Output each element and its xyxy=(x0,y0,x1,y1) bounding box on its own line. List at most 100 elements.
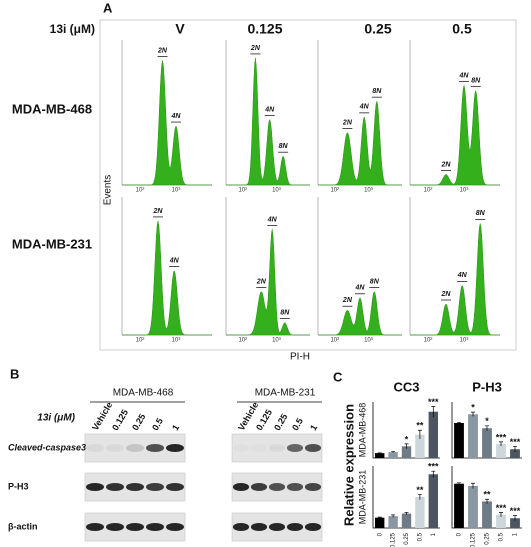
error-bar xyxy=(391,514,396,518)
band xyxy=(286,523,304,531)
bar xyxy=(454,483,464,528)
peak-label: 2N xyxy=(250,45,261,52)
band xyxy=(304,444,322,452)
x-tick-label: 0.125 xyxy=(391,532,397,547)
band xyxy=(126,483,144,491)
band xyxy=(268,523,286,531)
bar xyxy=(510,449,520,458)
band xyxy=(146,444,164,452)
x-tick-label: 10³ xyxy=(460,338,469,344)
bar xyxy=(388,452,398,458)
x-tick-label: 10³ xyxy=(460,188,469,194)
x-tick-label: 10² xyxy=(424,338,433,344)
x-tick-label: 10² xyxy=(136,188,145,194)
peak-label: 8N xyxy=(280,309,290,316)
band xyxy=(86,444,104,452)
band xyxy=(232,483,250,491)
y-axis-label: Events xyxy=(103,175,114,206)
x-tick-label: 10³ xyxy=(272,188,281,194)
peak-label: 2N xyxy=(342,119,353,126)
error-bar xyxy=(513,446,517,453)
peak-label: 4N xyxy=(169,257,180,264)
peak-label: 2N xyxy=(157,47,168,54)
band xyxy=(166,483,184,491)
histogram xyxy=(410,85,500,186)
error-bar xyxy=(485,498,489,504)
column-header: 0.125 xyxy=(247,21,282,37)
panel-label: C xyxy=(333,369,343,384)
cell-line-label: MDA-MB-231 xyxy=(255,388,316,399)
band xyxy=(304,523,322,531)
x-tick-label: 10² xyxy=(330,338,339,344)
peak-label: 4N xyxy=(355,285,366,292)
bar xyxy=(401,446,412,458)
treatment-label: 13i (μM) xyxy=(37,413,75,424)
peak-label: 2N xyxy=(256,278,267,285)
peak-label: 8N xyxy=(370,278,380,285)
histogram xyxy=(226,57,310,186)
lane-label: 0.5 xyxy=(150,416,165,432)
peak-label: 4N xyxy=(459,72,470,79)
peak-label: 4N xyxy=(264,106,275,113)
error-bar xyxy=(404,443,409,449)
error-bar xyxy=(431,470,436,478)
bar xyxy=(415,434,425,458)
band xyxy=(146,523,164,531)
x-axis-label: PI-H xyxy=(290,352,310,363)
row-label: MDA-MB-231 xyxy=(12,236,92,251)
band xyxy=(86,523,104,531)
peak-label: 4N xyxy=(457,272,468,279)
error-bar xyxy=(485,425,489,431)
significance: ** xyxy=(416,421,424,431)
bar xyxy=(401,513,412,528)
band xyxy=(286,483,304,491)
lane-label: 1 xyxy=(170,423,181,432)
x-tick-label: 10³ xyxy=(172,188,181,194)
error-bar xyxy=(404,511,409,515)
error-bar xyxy=(471,482,475,489)
lane-label: 0.25 xyxy=(130,412,147,432)
panel-label: B xyxy=(10,366,19,381)
x-tick-label: 0.25 xyxy=(485,532,491,544)
peak-label: 2N xyxy=(342,297,353,304)
x-tick-label: 10³ xyxy=(172,338,181,344)
bar xyxy=(388,516,398,528)
lane-label: 0.125 xyxy=(254,408,274,433)
peak-label: 8N xyxy=(471,78,481,85)
significance: *** xyxy=(496,432,507,442)
lane-label: 0.25 xyxy=(272,412,289,432)
x-tick-label: 10³ xyxy=(364,338,373,344)
bar xyxy=(468,414,478,458)
significance: ** xyxy=(483,490,491,500)
band xyxy=(268,483,286,491)
significance: * xyxy=(405,434,409,444)
band xyxy=(106,444,124,452)
band xyxy=(304,483,322,491)
row-label: MDA-MB-468 xyxy=(12,101,92,116)
bar xyxy=(496,514,506,528)
band xyxy=(146,483,164,491)
bar xyxy=(482,501,492,528)
bar xyxy=(415,497,425,528)
error-bar xyxy=(499,441,503,447)
row-label: MDA-MB-468 xyxy=(357,403,367,458)
x-tick-label: 10² xyxy=(136,338,145,344)
chart-title: P-H3 xyxy=(472,379,502,394)
error-bar xyxy=(457,482,461,485)
band xyxy=(166,444,184,452)
peak-label: 2N xyxy=(441,291,452,298)
bar xyxy=(496,444,506,458)
band xyxy=(251,444,267,452)
band xyxy=(126,444,144,452)
x-tick-label: 10³ xyxy=(272,338,281,344)
panel-label: A xyxy=(103,0,113,15)
histogram xyxy=(122,220,212,336)
band xyxy=(250,483,268,491)
column-header: 0.5 xyxy=(452,21,472,37)
row-label: MDA-MB-231 xyxy=(357,470,367,525)
band xyxy=(86,483,104,491)
error-bar xyxy=(417,429,422,440)
panel-a-frame xyxy=(99,19,517,351)
x-tick-label: 10² xyxy=(424,188,433,194)
error-bar xyxy=(391,451,396,453)
